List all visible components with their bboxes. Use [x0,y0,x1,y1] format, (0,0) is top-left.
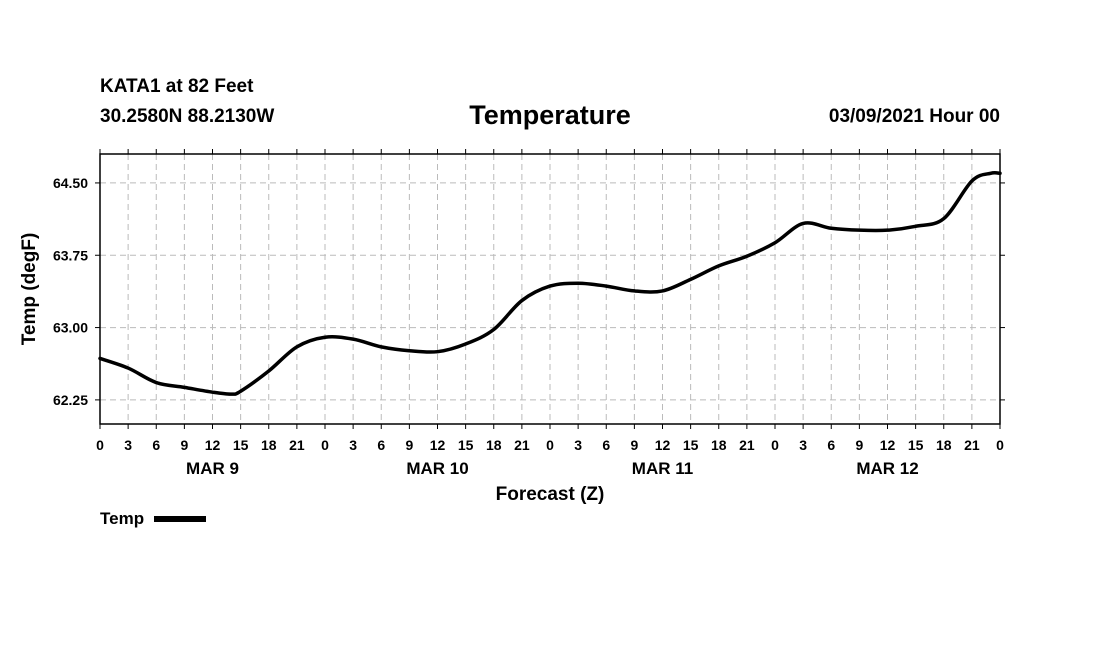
day-label: MAR 12 [856,459,918,478]
x-tick-label: 9 [855,437,863,453]
x-tick-label: 3 [574,437,582,453]
x-tick-label: 6 [377,437,385,453]
coordinates-label: 30.2580N 88.2130W [100,106,275,127]
x-tick-label: 12 [205,437,221,453]
x-tick-label: 6 [152,437,160,453]
chart-title: Temperature [469,100,631,130]
x-tick-label: 0 [96,437,104,453]
legend-label: Temp [100,509,145,528]
day-label: MAR 9 [186,459,239,478]
x-tick-label: 21 [514,437,530,453]
y-tick-label: 64.50 [53,175,88,191]
legend-line-swatch [154,516,207,522]
x-tick-label: 21 [289,437,305,453]
legend: Temp [100,509,207,529]
x-tick-label: 21 [739,437,755,453]
x-tick-label: 9 [630,437,638,453]
day-label: MAR 10 [406,459,468,478]
x-tick-label: 9 [405,437,413,453]
day-label: MAR 11 [632,459,693,478]
x-tick-label: 0 [771,437,779,453]
x-tick-label: 0 [546,437,554,453]
x-tick-label: 12 [880,437,896,453]
x-tick-label: 3 [124,437,132,453]
x-tick-label: 6 [827,437,835,453]
y-tick-label: 62.25 [53,392,88,408]
x-tick-label: 21 [964,437,980,453]
y-tick-label: 63.00 [53,320,88,336]
x-tick-label: 3 [799,437,807,453]
station-label: KATA1 at 82 Feet [100,76,254,97]
x-tick-label: 15 [233,437,249,453]
x-tick-label: 12 [430,437,446,453]
y-tick-label: 63.75 [53,247,88,263]
forecast-datetime: 03/09/2021 Hour 00 [828,106,1000,127]
x-tick-label: 0 [996,437,1004,453]
y-axis-label: Temp (degF) [19,233,40,346]
x-tick-label: 0 [321,437,329,453]
x-axis-label: Forecast (Z) [496,484,605,505]
x-tick-label: 18 [936,437,952,453]
x-tick-label: 18 [711,437,727,453]
x-tick-label: 15 [683,437,699,453]
x-tick-label: 18 [486,437,502,453]
x-tick-label: 9 [180,437,188,453]
x-tick-label: 12 [655,437,671,453]
x-tick-label: 15 [908,437,924,453]
temp-series-line [98,170,1002,396]
x-tick-label: 15 [458,437,474,453]
x-tick-label: 3 [349,437,357,453]
x-tick-label: 18 [261,437,277,453]
x-tick-label: 6 [602,437,610,453]
